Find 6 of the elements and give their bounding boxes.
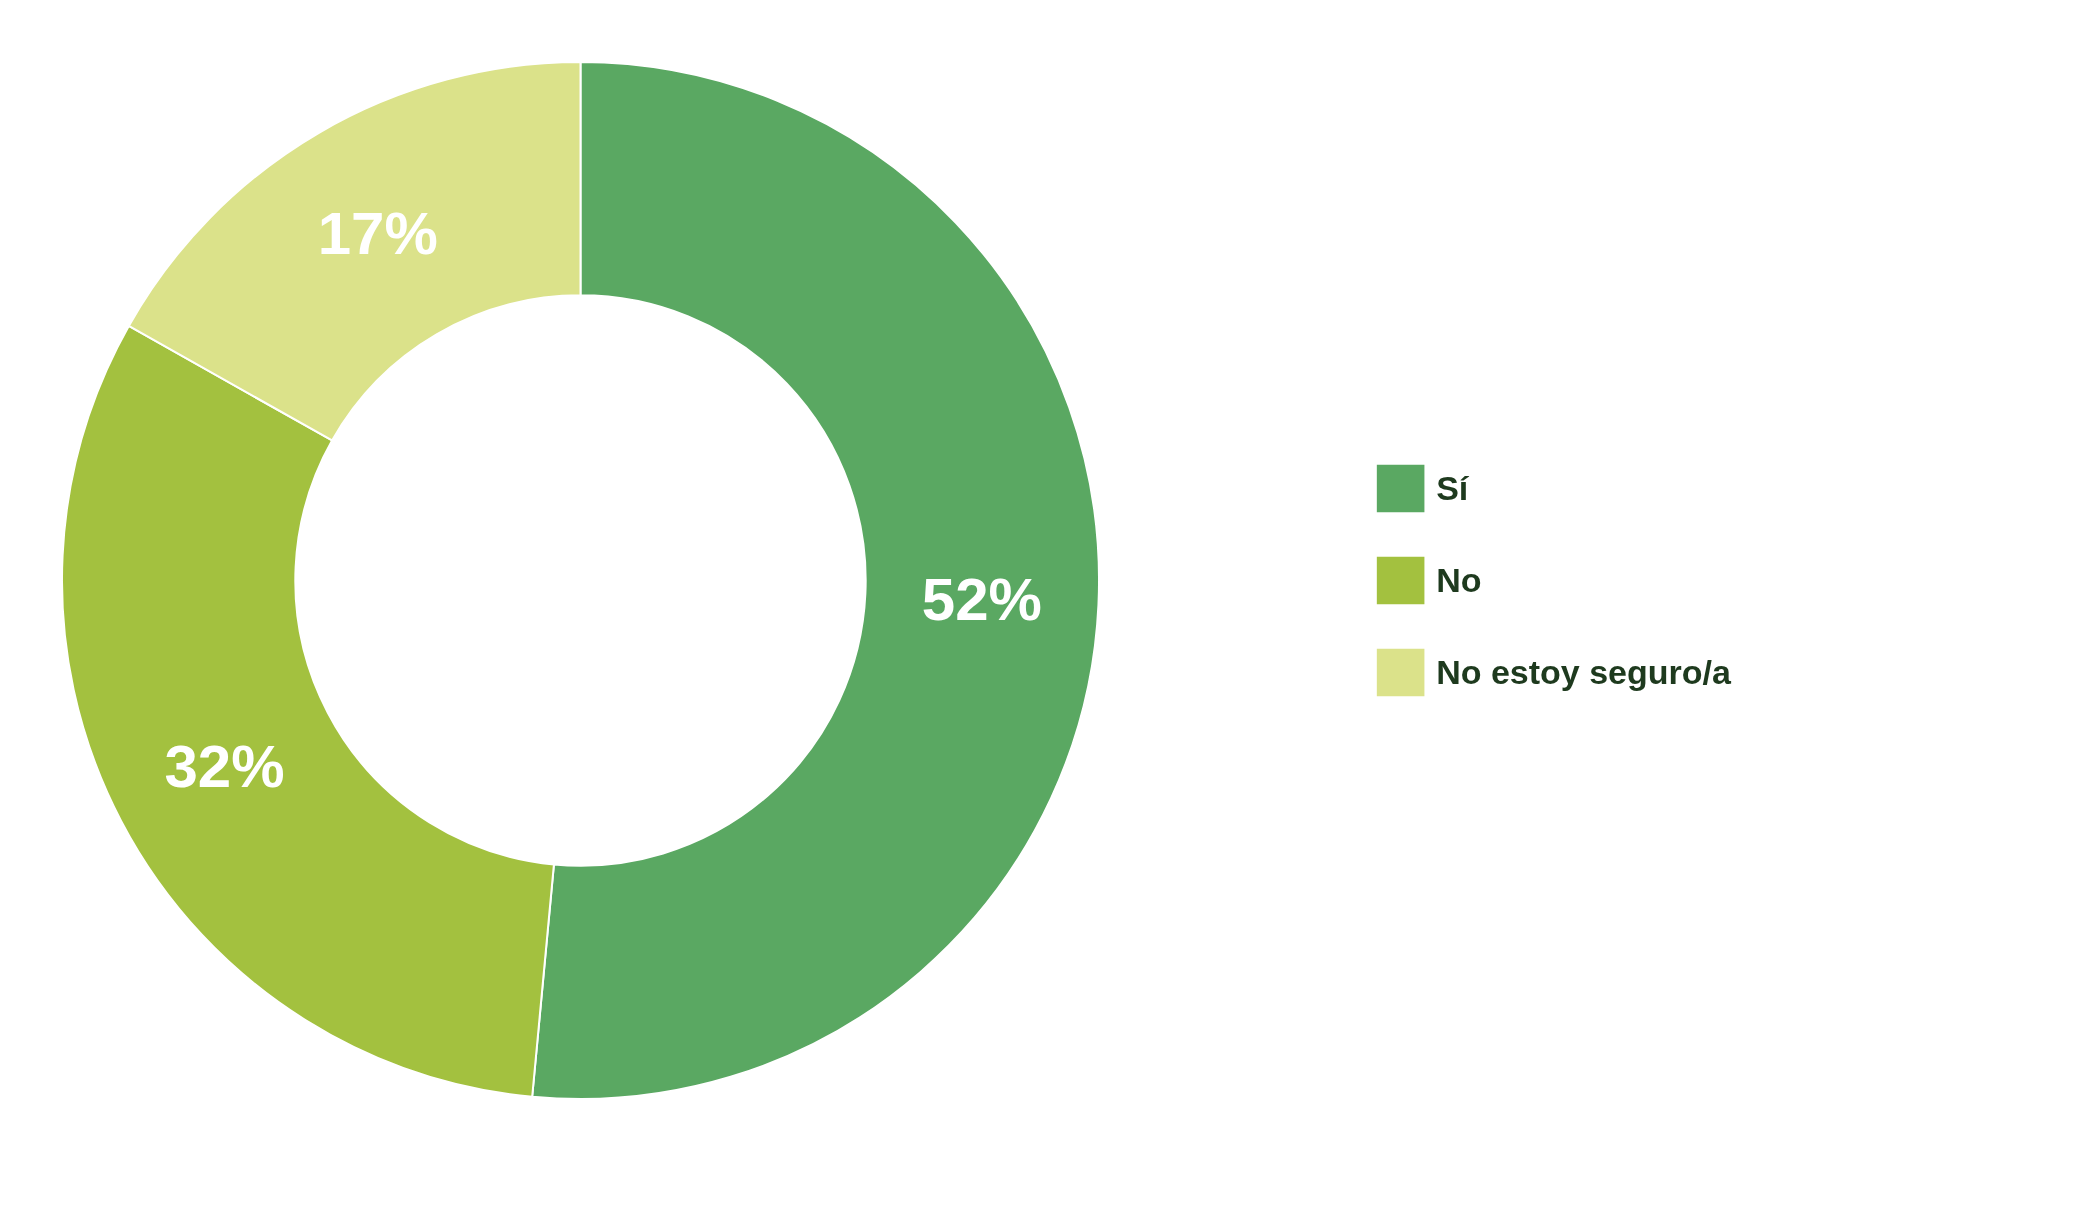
legend-label: No estoy seguro/a xyxy=(1436,652,1731,692)
data-label: 32% xyxy=(164,733,285,801)
legend-label: No xyxy=(1436,560,1482,600)
data-label: 52% xyxy=(921,565,1042,633)
legend-label: Sí xyxy=(1436,468,1469,508)
data-label: 17% xyxy=(317,200,438,268)
